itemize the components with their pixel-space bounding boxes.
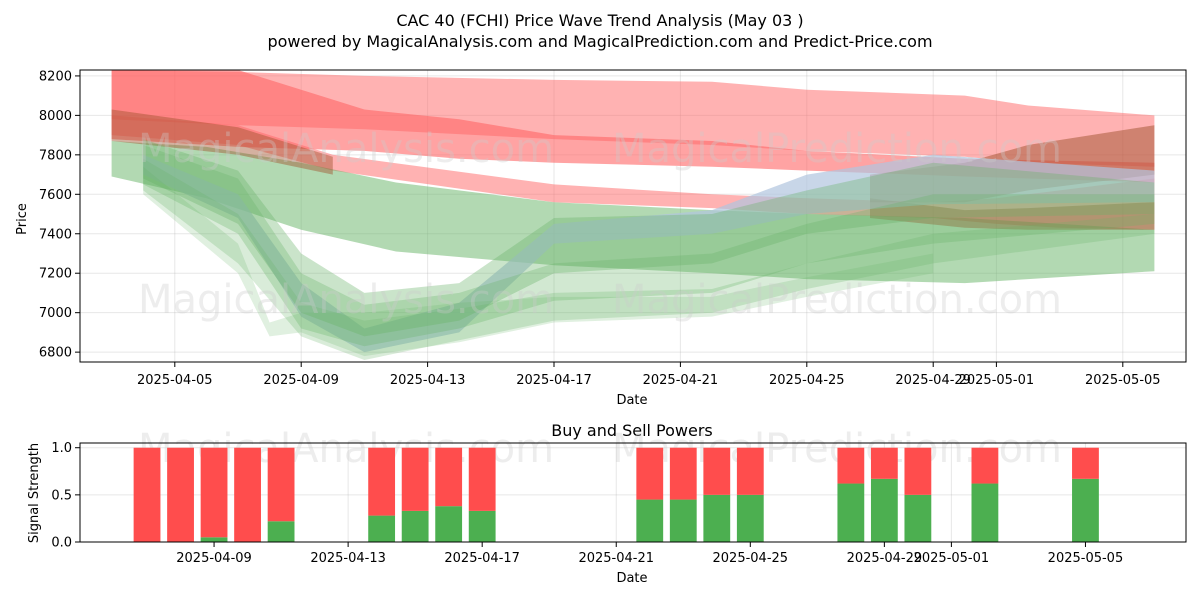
buy-bar [837, 483, 865, 542]
bottom-chart-title: Buy and Sell Powers [551, 421, 713, 440]
watermark-text: MagicalPrediction.com [612, 126, 1062, 172]
x-tick-label: 2025-04-21 [578, 551, 654, 566]
x-tick-label: 2025-05-01 [959, 373, 1035, 388]
sell-bar [703, 447, 731, 495]
buy-bar [435, 506, 463, 542]
wave-band [143, 166, 934, 357]
sell-bar [971, 447, 999, 484]
x-tick-label: 2025-04-21 [643, 373, 719, 388]
watermark-text: MagicalAnalysis.com [138, 277, 554, 323]
sell-bar [468, 447, 496, 511]
buy-bar [904, 494, 932, 542]
bottom-x-axis: 2025-04-09 2025-04-13 2025-04-17 2025-04-21… [176, 542, 1123, 566]
sell-bar [904, 447, 932, 495]
top-y-axis: 6800 7000 7200 7400 7600 7800 8000 8200 [39, 69, 80, 361]
y-tick-label: 7600 [39, 188, 72, 203]
bottom-x-axis-label: Date [616, 571, 647, 586]
x-tick-label: 2025-05-05 [1085, 373, 1161, 388]
buy-bar [401, 510, 429, 542]
chart-subtitle: powered by MagicalAnalysis.com and Magic… [267, 32, 932, 51]
x-tick-label: 2025-04-29 [847, 551, 923, 566]
x-tick-label: 2025-04-25 [713, 551, 789, 566]
y-tick-label: 7000 [39, 306, 72, 321]
y-tick-label: 8200 [39, 69, 72, 84]
bottom-plot-frame [79, 442, 1187, 543]
y-tick-label: 0.5 [51, 488, 72, 503]
y-tick-label: 1.0 [51, 441, 72, 456]
top-watermarks: MagicalAnalysis.com MagicalPrediction.co… [138, 126, 1062, 323]
top-x-axis-label: Date [616, 393, 647, 408]
top-plot: MagicalAnalysis.com MagicalPrediction.co… [15, 69, 1187, 408]
buy-bar [1072, 478, 1099, 542]
bottom-bars [133, 447, 1099, 542]
sell-bar [837, 447, 865, 484]
bottom-y-axis: 0.0 0.5 1.0 [51, 441, 80, 551]
wave-band [143, 158, 1155, 360]
buy-bar [870, 478, 898, 542]
buy-bar [736, 494, 764, 542]
sell-bar [200, 447, 228, 538]
top-y-axis-label: Price [15, 203, 30, 235]
sell-bar [669, 447, 697, 500]
x-tick-label: 2025-04-13 [310, 551, 386, 566]
y-tick-label: 7800 [39, 148, 72, 163]
sell-bar [133, 447, 161, 542]
sell-bar [234, 447, 261, 542]
x-tick-label: 2025-04-13 [390, 373, 466, 388]
buy-bar [703, 494, 731, 542]
sell-bar [401, 447, 429, 511]
x-tick-label: 2025-04-09 [176, 551, 252, 566]
sell-bar [368, 447, 396, 516]
x-tick-label: 2025-04-17 [516, 373, 592, 388]
chart-title: CAC 40 (FCHI) Price Wave Trend Analysis … [396, 11, 803, 30]
x-tick-label: 2025-04-25 [769, 373, 845, 388]
y-tick-label: 7200 [39, 267, 72, 282]
buy-bar [267, 521, 295, 542]
x-tick-label: 2025-04-29 [895, 373, 971, 388]
sell-bar [167, 447, 194, 542]
top-bands [111, 70, 1155, 360]
wave-band [111, 70, 1155, 167]
watermark-text: MagicalAnalysis.com [138, 126, 554, 172]
sell-bar [267, 447, 295, 522]
y-tick-label: 0.0 [51, 536, 72, 551]
x-tick-label: 2025-04-09 [263, 373, 339, 388]
buy-bar [468, 510, 496, 542]
top-x-axis: 2025-04-05 2025-04-09 2025-04-13 2025-04-17… [137, 362, 1161, 388]
sell-bar [636, 447, 664, 500]
buy-bar [669, 499, 697, 542]
buy-bar [368, 515, 396, 542]
wave-band [111, 109, 333, 175]
x-tick-label: 2025-04-17 [444, 551, 520, 566]
sell-bar [435, 447, 463, 507]
y-tick-label: 7400 [39, 227, 72, 242]
sell-bar [1072, 447, 1099, 479]
sell-bar [736, 447, 764, 495]
bottom-y-axis-label: Signal Strength [27, 443, 42, 543]
y-tick-label: 6800 [39, 346, 72, 361]
wave-band [143, 139, 1155, 337]
x-tick-label: 2025-05-01 [914, 551, 990, 566]
buy-bar [200, 537, 228, 542]
top-plot-frame [79, 69, 1187, 363]
wave-band [143, 154, 1155, 353]
x-tick-label: 2025-04-05 [137, 373, 213, 388]
bottom-plot: Buy and Sell Powers MagicalAnalysis.com … [27, 421, 1187, 586]
buy-bar [971, 483, 999, 542]
wave-band [111, 141, 1155, 284]
wave-band [870, 198, 1155, 230]
x-tick-label: 2025-05-05 [1048, 551, 1124, 566]
sell-bar [870, 447, 898, 479]
buy-bar [636, 499, 664, 542]
watermark-text: MagicalPrediction.com [612, 277, 1062, 323]
y-tick-label: 8000 [39, 109, 72, 124]
